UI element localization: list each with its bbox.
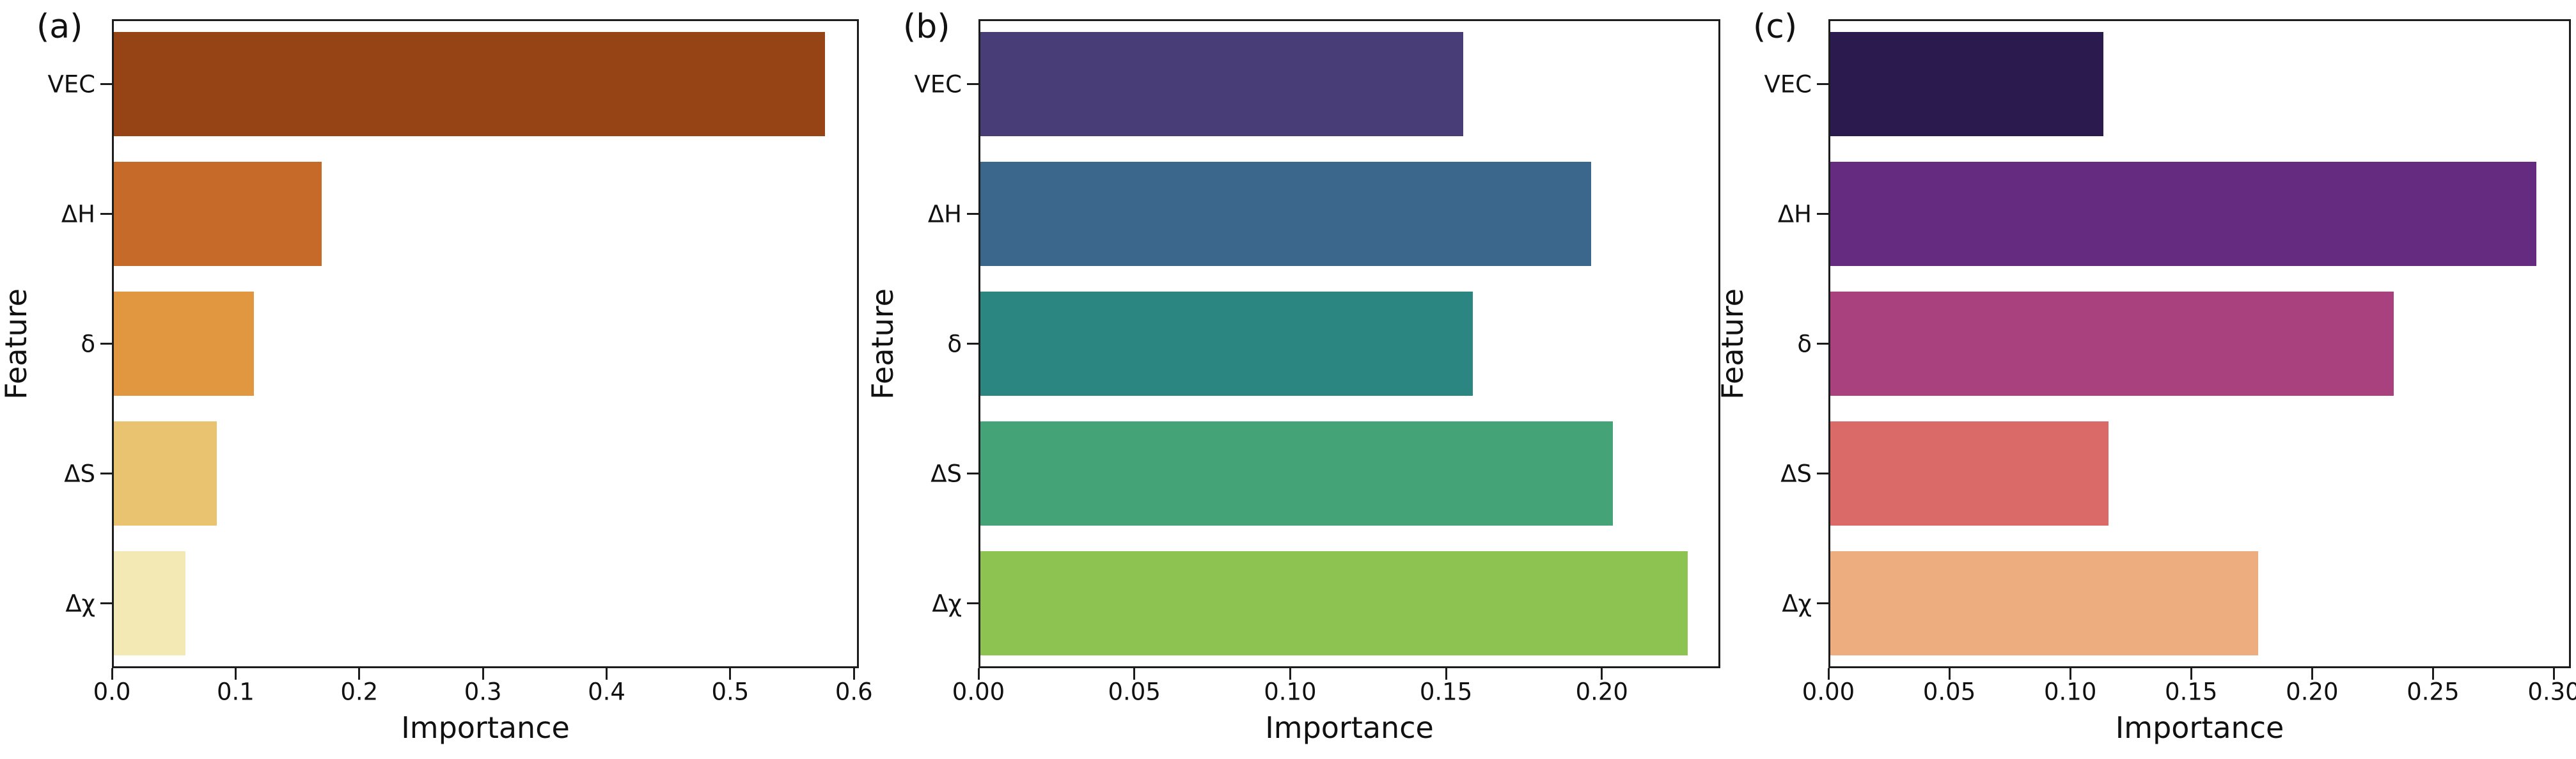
y-tick-label: ΔH: [927, 200, 962, 228]
y-tick-mark: [1817, 213, 1828, 215]
x-tick-label: 0.20: [1575, 678, 1628, 706]
x-tick-label: 0.05: [1108, 678, 1161, 706]
x-tick-label: 0.30: [2527, 678, 2576, 706]
y-tick-mark: [100, 602, 112, 604]
x-tick-label: 0.15: [2165, 678, 2218, 706]
y-tick-mark: [1817, 602, 1828, 604]
y-tick-label: δ: [947, 330, 962, 357]
x-tick-mark: [606, 668, 608, 680]
x-tick-mark: [1601, 668, 1603, 680]
y-tick-mark: [967, 343, 978, 345]
panel-label-c: (c): [1753, 8, 1798, 46]
y-tick-label: ΔH: [61, 200, 95, 228]
x-tick-mark: [234, 668, 237, 680]
bar-δ: [114, 292, 254, 396]
y-tick-label: Δχ: [65, 590, 95, 617]
bar-VEC: [980, 32, 1464, 136]
y-tick-mark: [967, 602, 978, 604]
x-tick-label: 0.2: [340, 678, 379, 706]
x-tick-label: 0.10: [2043, 678, 2097, 706]
x-tick-label: 0.10: [1264, 678, 1317, 706]
y-tick-label: ΔH: [1777, 200, 1812, 228]
x-tick-mark: [1289, 668, 1291, 680]
x-tick-mark: [2553, 668, 2556, 680]
bar-ΔH: [1830, 162, 2537, 266]
y-tick-mark: [967, 473, 978, 474]
bar-VEC: [1830, 32, 2104, 136]
bar-ΔS: [1830, 421, 2109, 526]
y-tick-mark: [100, 213, 112, 215]
x-tick-mark: [1948, 668, 1951, 680]
y-tick-label: Δχ: [932, 590, 962, 617]
x-tick-label: 0.25: [2407, 678, 2460, 706]
bar-VEC: [114, 32, 825, 136]
y-tick-mark: [100, 83, 112, 85]
x-tick-mark: [111, 668, 113, 680]
bar-ΔH: [980, 162, 1592, 266]
bar-Δχ: [114, 551, 186, 655]
y-tick-label: Δχ: [1782, 590, 1812, 617]
x-tick-mark: [1445, 668, 1447, 680]
bar-ΔS: [980, 421, 1614, 526]
x-tick-mark: [2069, 668, 2071, 680]
x-tick-mark: [358, 668, 361, 680]
x-axis-label: Importance: [401, 710, 570, 745]
x-tick-mark: [2431, 668, 2434, 680]
x-tick-mark: [482, 668, 484, 680]
x-axis-label: Importance: [2115, 710, 2284, 745]
y-tick-mark: [967, 83, 978, 85]
y-tick-mark: [100, 473, 112, 474]
y-tick-label: ΔS: [931, 460, 962, 487]
x-tick-mark: [852, 668, 855, 680]
y-tick-mark: [1817, 343, 1828, 345]
x-tick-label: 0.5: [711, 678, 750, 706]
x-tick-label: 0.20: [2286, 678, 2339, 706]
x-tick-label: 0.3: [464, 678, 502, 706]
bar-ΔS: [114, 421, 217, 526]
x-tick-label: 0.4: [588, 678, 625, 706]
panel-label-a: (a): [36, 8, 83, 46]
x-tick-mark: [977, 668, 980, 680]
x-tick-label: 0.6: [835, 678, 873, 706]
y-tick-mark: [1817, 473, 1828, 474]
x-tick-mark: [729, 668, 732, 680]
y-tick-label: ΔS: [1780, 460, 1812, 487]
x-tick-label: 0.0: [93, 678, 131, 706]
bar-ΔH: [114, 162, 322, 266]
x-tick-label: 0.00: [1802, 678, 1855, 706]
x-tick-label: 0.05: [1922, 678, 1976, 706]
bar-Δχ: [1830, 551, 2259, 655]
y-axis-label: Feature: [1715, 288, 1750, 400]
y-tick-label: VEC: [1764, 70, 1812, 98]
bar-Δχ: [980, 551, 1688, 655]
bar-δ: [1830, 292, 2394, 396]
x-tick-mark: [1133, 668, 1136, 680]
x-tick-mark: [1827, 668, 1830, 680]
y-tick-mark: [1817, 83, 1828, 85]
x-axis-label: Importance: [1265, 710, 1434, 745]
panel-label-b: (b): [903, 8, 950, 46]
x-tick-mark: [2311, 668, 2313, 680]
y-tick-label: δ: [1797, 330, 1812, 357]
y-tick-label: ΔS: [64, 460, 95, 487]
y-tick-mark: [100, 343, 112, 345]
x-tick-label: 0.00: [952, 678, 1005, 706]
bar-δ: [980, 292, 1473, 396]
x-tick-label: 0.15: [1419, 678, 1473, 706]
x-tick-label: 0.1: [216, 678, 255, 706]
y-tick-mark: [967, 213, 978, 215]
y-tick-label: δ: [81, 330, 95, 357]
y-tick-label: VEC: [47, 70, 95, 98]
y-tick-label: VEC: [914, 70, 962, 98]
x-tick-mark: [2190, 668, 2192, 680]
